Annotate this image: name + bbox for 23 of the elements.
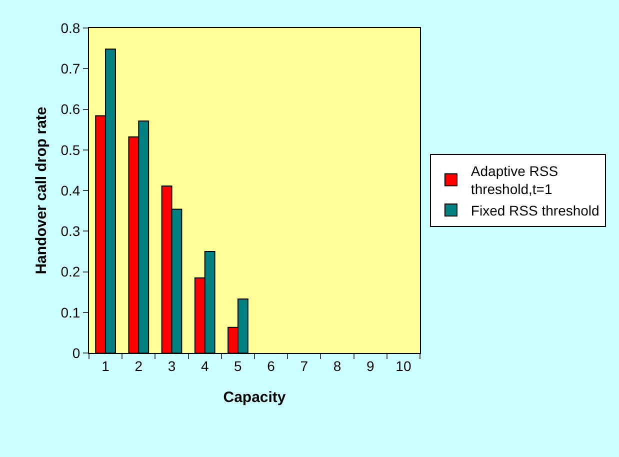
y-tick-label: 0.4 [60,182,80,198]
x-tick-label: 6 [267,358,276,374]
y-tick-label: 0.6 [60,101,80,118]
x-tick-label: 8 [333,358,342,374]
y-tick-label: 0.1 [60,304,80,320]
x-tick-label: 9 [366,358,374,374]
x-tick-label: 3 [168,358,176,374]
y-tick-label: 0.7 [60,60,80,77]
x-tick-label: 5 [234,358,242,374]
x-tick-label: 2 [134,358,143,374]
x-tick-label: 1 [102,358,110,374]
y-tick-label: 0.5 [60,142,80,158]
x-tick-label: 7 [300,358,308,374]
x-tick-label: 4 [200,358,209,374]
legend-label: Fixed RSS threshold [470,202,600,218]
y-tick-label: 0.8 [60,20,80,36]
x-tick-label: 10 [396,358,412,374]
y-tick-label: 0.2 [60,264,80,280]
y-tick-label: 0 [72,344,80,361]
y-axis-title: Handover call drop rate [32,106,50,274]
legend-label: Adaptive RSS threshold,t=1 [470,163,558,198]
y-tick-label: 0.3 [60,223,80,240]
x-axis-title: Capacity [223,388,286,406]
